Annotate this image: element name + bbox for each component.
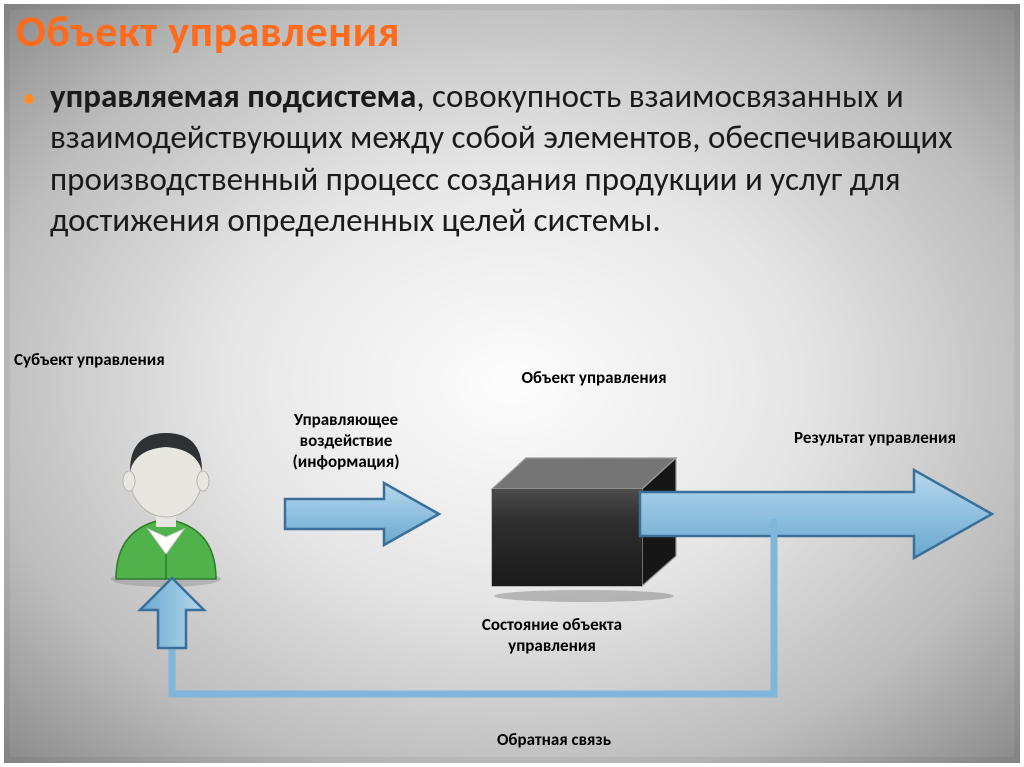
slide-title: Объект управления: [16, 4, 400, 58]
arrows-layer: [4, 349, 1024, 749]
body-paragraph: управляемая подсистема, совокупность вза…: [50, 76, 980, 241]
slide: Объект управления управляемая подсистема…: [0, 0, 1024, 767]
diagram: Субъект управления Управляющее воздейств…: [4, 349, 1024, 749]
bullet-icon: [24, 94, 34, 104]
arrow-feedback-head: [134, 574, 210, 652]
feedback-line: [154, 519, 854, 719]
body-bold: управляемая подсистема: [50, 76, 416, 116]
